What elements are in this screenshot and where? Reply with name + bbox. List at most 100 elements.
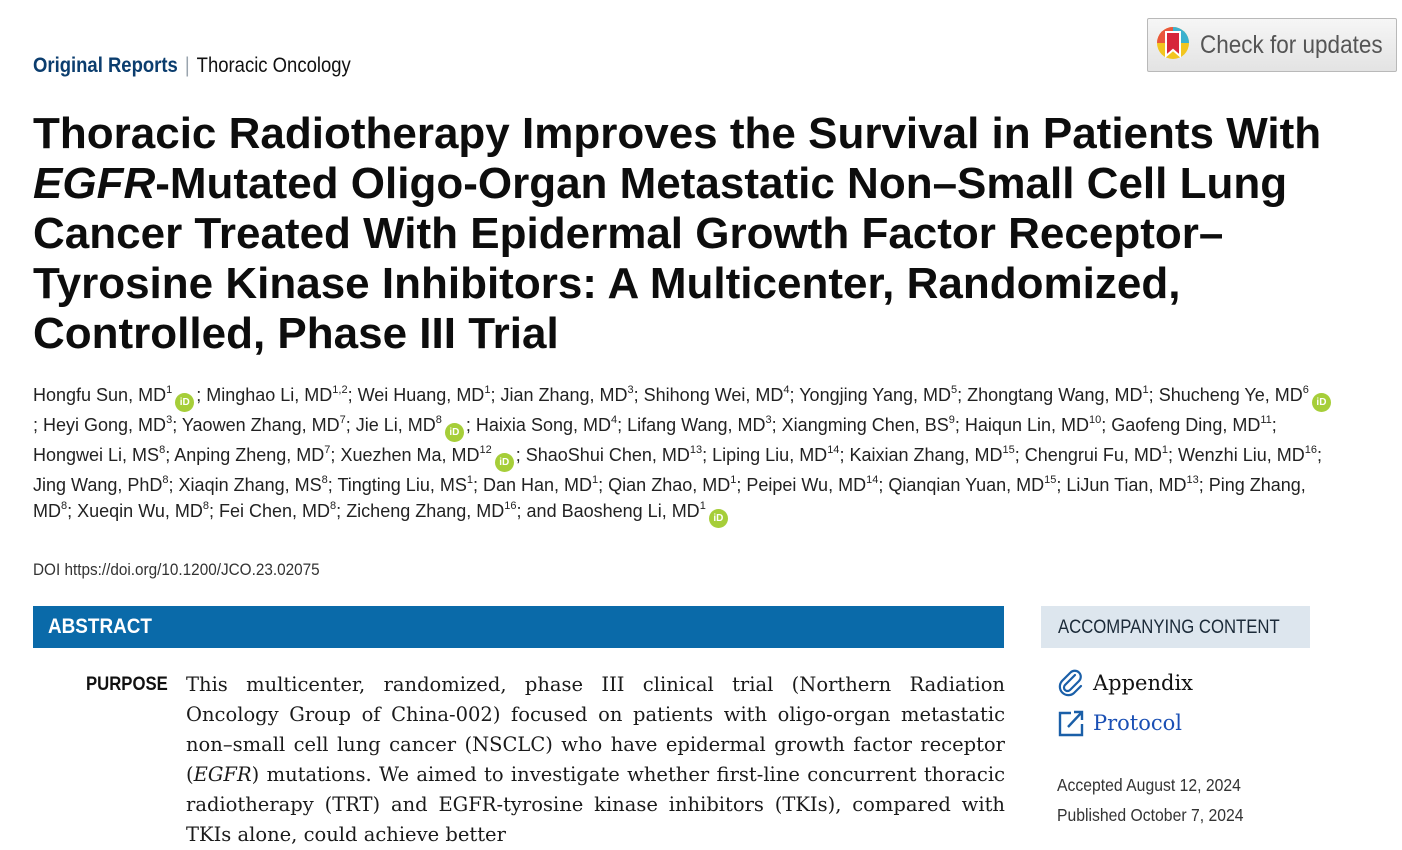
orcid-icon[interactable]: iD bbox=[175, 393, 195, 412]
orcid-icon[interactable]: iD bbox=[708, 509, 728, 529]
author-affiliation: 4 bbox=[783, 384, 790, 396]
author-name[interactable]: Yaowen Zhang, MD bbox=[181, 415, 340, 435]
author-affiliation: 7 bbox=[324, 444, 331, 456]
author-name[interactable]: Dan Han, MD bbox=[482, 475, 593, 495]
author-name[interactable]: Xiaqin Zhang, MS bbox=[178, 475, 322, 495]
author-name[interactable]: Ping Zhang, MD bbox=[33, 475, 1306, 522]
author-name[interactable]: Zicheng Zhang, MD bbox=[346, 501, 505, 522]
accompanying-content-label: ACCOMPANYING CONTENT bbox=[1058, 617, 1280, 638]
author-affiliation: 1 bbox=[699, 500, 706, 513]
author-affiliation: 8 bbox=[321, 474, 328, 486]
author-affiliation: 1 bbox=[1161, 444, 1168, 456]
purpose-text: This multicenter, randomized, phase III … bbox=[186, 670, 1005, 850]
author-entry: Gaofeng Ding, MD11 bbox=[1111, 415, 1272, 436]
author-name[interactable]: ShaoShui Chen, MD bbox=[525, 445, 690, 465]
author-name[interactable]: Haixia Song, MD bbox=[475, 415, 611, 435]
author-entry: Haixia Song, MD4 bbox=[475, 415, 617, 436]
author-entry: Minghao Li, MD1,2 bbox=[206, 385, 347, 406]
author-entry: Peipei Wu, MD14 bbox=[746, 475, 878, 496]
purpose-label: PURPOSE bbox=[86, 674, 168, 695]
author-entry: LiJun Tian, MD13 bbox=[1066, 475, 1198, 496]
author-entry: Tingting Liu, MS1 bbox=[337, 474, 473, 496]
author-name[interactable]: Qian Zhao, MD bbox=[608, 475, 731, 495]
author-entry: Liping Liu, MD14 bbox=[712, 445, 839, 466]
author-affiliation: 12 bbox=[479, 444, 492, 456]
author-name[interactable]: Jian Zhang, MD bbox=[500, 385, 628, 405]
author-name[interactable]: Kaixian Zhang, MD bbox=[849, 445, 1003, 465]
author-affiliation: 3 bbox=[765, 414, 772, 426]
author-name[interactable]: Peipei Wu, MD bbox=[746, 475, 867, 495]
author-entry: Dan Han, MD1 bbox=[482, 474, 599, 496]
author-name[interactable]: Gaofeng Ding, MD bbox=[1111, 415, 1261, 435]
author-affiliation: 16 bbox=[504, 500, 517, 513]
purpose-gene: EGFR bbox=[193, 763, 252, 786]
author-entry: Xuezhen Ma, MD12iD bbox=[340, 444, 515, 472]
author-name[interactable]: Xuezhen Ma, MD bbox=[340, 445, 480, 465]
author-affiliation: 1 bbox=[1142, 384, 1149, 396]
author-name[interactable]: Shihong Wei, MD bbox=[643, 385, 784, 405]
author-name[interactable]: Anping Zheng, MD bbox=[174, 445, 325, 465]
author-entry: Yongjing Yang, MD5 bbox=[799, 384, 958, 406]
author-name[interactable]: Liping Liu, MD bbox=[712, 445, 828, 465]
author-name[interactable]: Fei Chen, MD bbox=[219, 501, 331, 522]
author-name[interactable]: Wei Huang, MD bbox=[357, 385, 485, 405]
author-name[interactable]: Shucheng Ye, MD bbox=[1158, 385, 1303, 405]
author-name[interactable]: Minghao Li, MD bbox=[206, 385, 333, 405]
author-entry: Xiaqin Zhang, MS8 bbox=[178, 474, 328, 496]
author-entry: Haiqun Lin, MD10 bbox=[964, 415, 1101, 436]
author-affiliation: 8 bbox=[435, 414, 442, 426]
author-name[interactable]: Jing Wang, PhD bbox=[33, 475, 163, 495]
author-affiliation: 1 bbox=[466, 474, 473, 486]
author-name[interactable]: Chengrui Fu, MD bbox=[1024, 445, 1162, 465]
author-name[interactable]: Wenzhi Liu, MD bbox=[1178, 445, 1305, 465]
author-entry: Anping Zheng, MD7 bbox=[174, 444, 331, 466]
author-name[interactable]: Baosheng Li, MD bbox=[561, 501, 700, 522]
doi-link[interactable]: DOI https://doi.org/10.1200/JCO.23.02075 bbox=[33, 560, 320, 579]
author-affiliation: 3 bbox=[627, 384, 634, 396]
author-name[interactable]: Hongfu Sun, MD bbox=[33, 385, 167, 405]
author-affiliation: 8 bbox=[159, 444, 166, 456]
author-affiliation: 5 bbox=[950, 384, 958, 396]
protocol-link[interactable]: Protocol bbox=[1057, 708, 1182, 738]
author-name[interactable]: LiJun Tian, MD bbox=[1066, 475, 1187, 495]
author-entry: Heyi Gong, MD3 bbox=[43, 415, 172, 436]
author-entry: Jian Zhang, MD3 bbox=[500, 384, 634, 406]
orcid-icon[interactable]: iD bbox=[1311, 393, 1331, 412]
author-affiliation: 7 bbox=[339, 414, 346, 426]
accompanying-content-heading: ACCOMPANYING CONTENT bbox=[1041, 606, 1310, 648]
author-name[interactable]: Xueqin Wu, MD bbox=[77, 501, 203, 522]
article-topic[interactable]: Thoracic Oncology bbox=[196, 54, 351, 77]
author-affiliation: 9 bbox=[948, 414, 955, 426]
orcid-icon[interactable]: iD bbox=[444, 423, 464, 442]
author-name[interactable]: Tingting Liu, MS bbox=[337, 475, 467, 495]
title-gene: EGFR bbox=[33, 159, 156, 208]
author-name[interactable]: Heyi Gong, MD bbox=[43, 415, 167, 435]
author-affiliation: 1 bbox=[592, 474, 599, 486]
author-entry: Xiangming Chen, BS9 bbox=[781, 414, 955, 436]
author-name[interactable]: Zhongtang Wang, MD bbox=[967, 385, 1143, 405]
check-for-updates-button[interactable]: Check for updates bbox=[1147, 18, 1397, 72]
author-entry: Zhongtang Wang, MD1 bbox=[967, 384, 1149, 406]
abstract-heading: ABSTRACT bbox=[33, 606, 1004, 648]
article-type[interactable]: Original Reports bbox=[33, 54, 178, 77]
orcid-icon[interactable]: iD bbox=[494, 453, 514, 472]
author-name[interactable]: Hongwei Li, MS bbox=[33, 445, 160, 465]
author-name[interactable]: Jie Li, MD bbox=[355, 415, 436, 435]
author-list: Hongfu Sun, MD1iD; Minghao Li, MD1,2; We… bbox=[33, 382, 1333, 529]
author-entry: Lifang Wang, MD3 bbox=[627, 414, 772, 436]
author-entry: Kaixian Zhang, MD15 bbox=[849, 444, 1015, 466]
appendix-link[interactable]: Appendix bbox=[1057, 669, 1193, 697]
author-affiliation: 15 bbox=[1002, 444, 1015, 456]
purpose-text-1: This multicenter, randomized, phase III … bbox=[186, 673, 1005, 786]
author-name[interactable]: Yongjing Yang, MD bbox=[799, 385, 951, 405]
article-category: Original Reports | Thoracic Oncology bbox=[33, 54, 351, 78]
author-name[interactable]: Haiqun Lin, MD bbox=[964, 415, 1089, 435]
author-entry: Jing Wang, PhD8 bbox=[33, 475, 169, 496]
author-entry: Yaowen Zhang, MD7 bbox=[181, 414, 346, 436]
author-name[interactable]: Xiangming Chen, BS bbox=[781, 415, 949, 435]
author-name[interactable]: Qianqian Yuan, MD bbox=[888, 475, 1045, 495]
crossmark-icon bbox=[1156, 24, 1190, 67]
author-affiliation: 13 bbox=[689, 444, 703, 456]
abstract-heading-label: ABSTRACT bbox=[48, 615, 152, 638]
author-name[interactable]: Lifang Wang, MD bbox=[627, 415, 766, 435]
